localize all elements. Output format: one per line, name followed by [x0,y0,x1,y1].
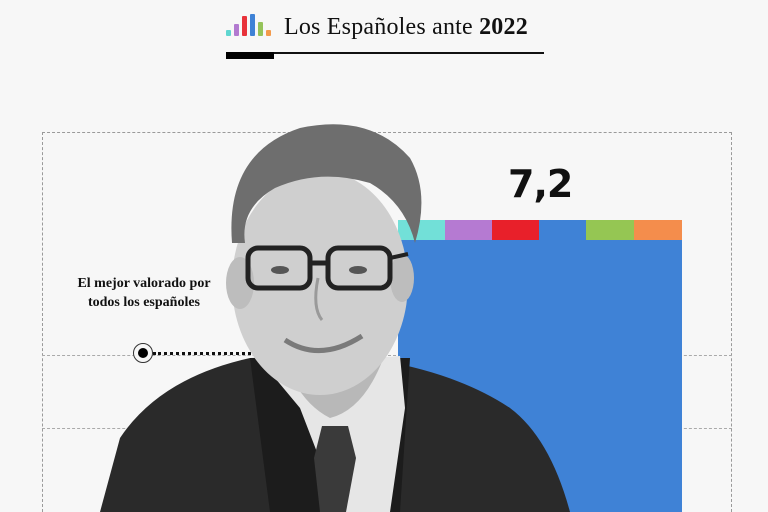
title-prefix: Los Españoles ante [284,14,480,40]
bar-chart-icon [226,14,278,36]
party-strip-green [586,220,634,240]
annotation-leader-line [153,352,263,355]
party-strip-red [492,220,539,240]
page-header: Los Españoles ante 2022 [226,12,544,60]
annotation-text: El mejor valorado por todos los españole… [77,276,211,310]
annotation-marker-icon [133,343,153,363]
title-year: 2022 [479,14,528,40]
header-accent-bar [226,52,274,59]
chart-frame [42,132,732,512]
party-strip-purple [445,220,492,240]
rating-value: 7,2 [508,162,573,206]
page-title: Los Españoles ante 2022 [284,14,528,41]
party-strip-blue [539,220,586,240]
header-rule [226,52,544,54]
party-strip-orange [634,220,682,240]
politician-portrait [100,124,570,512]
